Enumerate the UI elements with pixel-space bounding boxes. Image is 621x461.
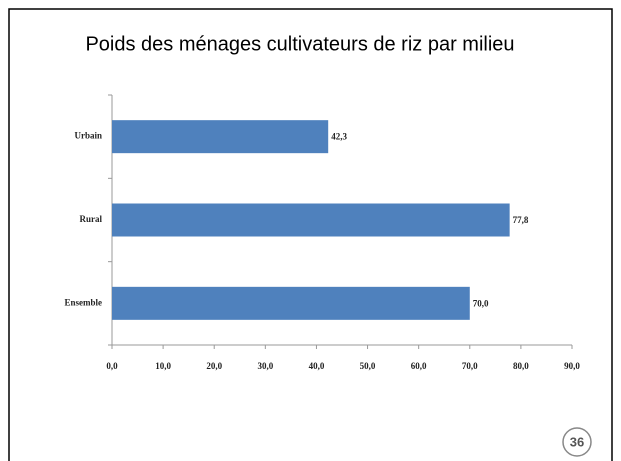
y-tick-label: Urbain: [74, 131, 102, 141]
x-tick-label: 0,0: [106, 361, 118, 371]
page-number-circle: [562, 427, 592, 457]
x-tick-label: 70,0: [462, 361, 478, 371]
page-number: 36: [570, 434, 584, 449]
bar: [112, 203, 510, 237]
x-tick-label: 50,0: [360, 361, 376, 371]
y-tick-label: Rural: [80, 214, 103, 224]
value-label: 77,8: [513, 215, 529, 225]
slide-frame: [8, 8, 613, 461]
chart-title: Poids des ménages cultivateurs de riz pa…: [85, 33, 514, 55]
x-tick-label: 30,0: [257, 361, 273, 371]
x-tick-label: 10,0: [155, 361, 171, 371]
value-label: 42,3: [331, 132, 347, 142]
x-tick-label: 60,0: [411, 361, 427, 371]
x-tick-label: 90,0: [564, 361, 580, 371]
bar: [112, 286, 470, 320]
value-label: 70,0: [473, 298, 489, 308]
y-tick-label: Ensemble: [64, 297, 102, 307]
x-tick-label: 20,0: [206, 361, 222, 371]
x-tick-label: 80,0: [513, 361, 529, 371]
bar: [112, 120, 329, 154]
x-tick-label: 40,0: [309, 361, 325, 371]
